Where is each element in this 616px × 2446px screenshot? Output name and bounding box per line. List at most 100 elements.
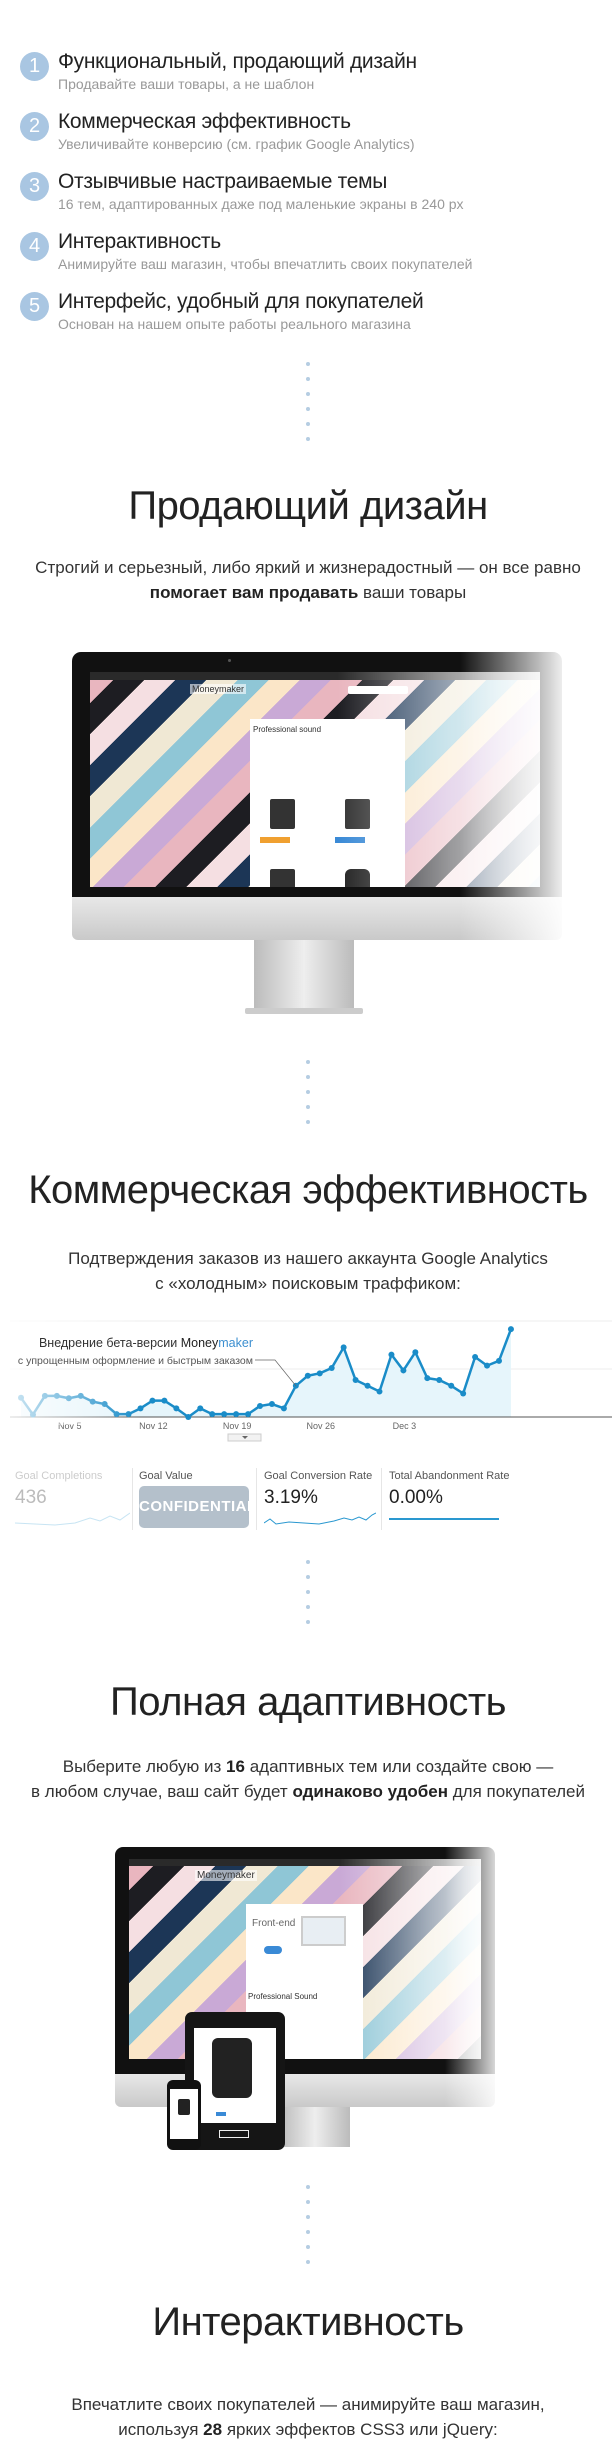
sparkline xyxy=(263,1512,377,1525)
kpi-label: Goal Conversion Rate xyxy=(264,1470,373,1482)
store-logo: Moneymaker xyxy=(195,1870,257,1881)
annotation-title: Внедрение бета-версии Moneymaker xyxy=(39,1336,253,1350)
text: для покупателей xyxy=(448,1782,585,1801)
description-line: используя 28 ярких эффектов CSS3 или jQu… xyxy=(0,2417,616,2442)
content-heading: Professional sound xyxy=(253,725,322,734)
kpi-abandonment-rate: Total Abandonment Rate 0.00% xyxy=(389,1470,509,1540)
section-title: Полная адаптивность xyxy=(110,1680,506,1724)
kpi-conversion-rate: Goal Conversion Rate 3.19% xyxy=(263,1470,384,1540)
number-badge: 2 xyxy=(20,112,49,141)
data-point xyxy=(496,1357,502,1364)
data-point xyxy=(448,1382,455,1389)
monitor-stand xyxy=(280,2107,350,2147)
store-logo: Moneymaker xyxy=(190,684,247,694)
kpi-label: Goal Value xyxy=(139,1470,193,1482)
description-line: помогает вам продавать ваши товары xyxy=(0,580,616,605)
x-tick-label: Nov 12 xyxy=(139,1421,168,1431)
fade-overlay xyxy=(0,1310,140,1425)
kpi-value: 0.00% xyxy=(389,1487,443,1508)
section-title: Продающий дизайн xyxy=(128,484,488,528)
imac-mockup: Moneymaker Professional sound xyxy=(40,652,570,1022)
data-point xyxy=(472,1354,479,1360)
camera-icon xyxy=(228,659,231,662)
data-point xyxy=(400,1367,407,1374)
number-badge: 5 xyxy=(20,292,49,321)
description-line: Впечатлите своих покупателей — анимируйт… xyxy=(71,2395,545,2414)
store-screenshot: Moneymaker Front-end Professional Sound xyxy=(129,1859,481,2059)
feature-item: 1 Функциональный, продающий дизайн Прода… xyxy=(20,48,610,98)
emphasis: 28 xyxy=(203,2420,223,2439)
data-point xyxy=(484,1362,491,1369)
text: используя xyxy=(118,2420,204,2439)
data-point xyxy=(257,1402,263,1409)
text: адаптивных тем или создайте свою — xyxy=(244,1757,554,1776)
divider xyxy=(132,1468,133,1530)
feature-title: Интерфейс, удобный для покупателей xyxy=(58,290,424,313)
x-tick-label: Nov 5 xyxy=(58,1421,82,1431)
section-description: Строгий и серьезный, либо яркий и жизнер… xyxy=(0,555,616,605)
feature-subtitle: Анимируйте ваш магазин, чтобы впечатлить… xyxy=(58,256,473,272)
feature-subtitle: 16 тем, адаптированных даже под маленьки… xyxy=(58,196,464,212)
content-heading: Professional Sound xyxy=(248,1992,318,2001)
x-tick-label: Nov 19 xyxy=(223,1421,252,1431)
chevron-down-icon xyxy=(242,1436,248,1439)
data-point xyxy=(376,1388,383,1395)
kpi-label: Goal Completions xyxy=(15,1470,103,1482)
data-point xyxy=(245,1411,252,1418)
feature-subtitle: Увеличивайте конверсию (см. график Googl… xyxy=(58,136,415,152)
devices-mockup: Moneymaker Front-end Professional Sound xyxy=(115,1847,505,2152)
data-point xyxy=(161,1397,168,1404)
sparkline xyxy=(389,1518,499,1520)
data-point xyxy=(173,1405,180,1412)
dots-divider xyxy=(306,2185,310,2275)
data-point xyxy=(221,1411,228,1418)
text: Выберите любую из xyxy=(62,1757,227,1776)
thumbnail-strip xyxy=(219,2130,249,2138)
data-point xyxy=(209,1411,216,1418)
data-point xyxy=(233,1411,240,1418)
phone-mockup xyxy=(167,2080,201,2150)
product-image xyxy=(212,2038,252,2098)
feature-subtitle: Основан на нашем опыте работы реального … xyxy=(58,316,411,332)
text: ваши товары xyxy=(358,583,467,602)
data-point xyxy=(185,1414,192,1420)
data-point xyxy=(268,1401,275,1408)
tablet-screen xyxy=(194,2028,276,2123)
divider xyxy=(256,1468,257,1530)
data-point xyxy=(328,1365,335,1372)
data-point xyxy=(304,1372,311,1379)
kpi-value: 436 xyxy=(15,1487,47,1508)
section-description: Подтверждения заказов из нашего аккаунта… xyxy=(0,1246,616,1296)
data-point xyxy=(364,1382,371,1389)
text: в любом случае, ваш сайт будет xyxy=(31,1782,293,1801)
buy-button xyxy=(216,2112,226,2116)
data-point xyxy=(352,1377,359,1384)
emphasis: одинаково удобен xyxy=(292,1782,449,1801)
data-point xyxy=(412,1349,419,1356)
feature-title: Интерактивность xyxy=(58,230,221,253)
sparkline xyxy=(14,1512,131,1526)
monitor-stand xyxy=(254,940,354,1010)
x-tick-label: Nov 26 xyxy=(306,1421,335,1431)
data-point xyxy=(316,1370,323,1377)
annotation-leader-line xyxy=(255,1359,297,1387)
description-line: в любом случае, ваш сайт будет одинаково… xyxy=(0,1779,616,1804)
feature-item: 3 Отзывчивые настраиваемые темы 16 тем, … xyxy=(20,168,610,218)
data-point xyxy=(280,1405,287,1412)
product-image xyxy=(178,2099,190,2115)
feature-item: 4 Интерактивность Анимируйте ваш магазин… xyxy=(20,228,610,278)
feature-title: Коммерческая эффективность xyxy=(58,110,351,133)
fade-overlay xyxy=(460,652,570,952)
data-point xyxy=(424,1375,431,1382)
data-point xyxy=(436,1377,443,1384)
dots-divider xyxy=(306,1060,310,1135)
analytics-chart: Nov 5 Nov 12 Nov 19 Nov 26 Dec 3 Внедрение б… xyxy=(0,1310,613,1442)
number-badge: 1 xyxy=(20,52,49,81)
section-title: Интерактивность xyxy=(152,2300,464,2344)
text: ярких эффектов CSS3 или jQuery: xyxy=(222,2420,498,2439)
fade-overlay xyxy=(129,1859,481,2059)
section-description: Выберите любую из 16 адаптивных тем или … xyxy=(0,1754,616,1804)
description-line: Подтверждения заказов из нашего аккаунта… xyxy=(68,1249,548,1268)
feature-subtitle: Продавайте ваши товары, а не шаблон xyxy=(58,76,315,92)
description-line: Строгий и серьезный, либо яркий и жизнер… xyxy=(35,558,581,577)
